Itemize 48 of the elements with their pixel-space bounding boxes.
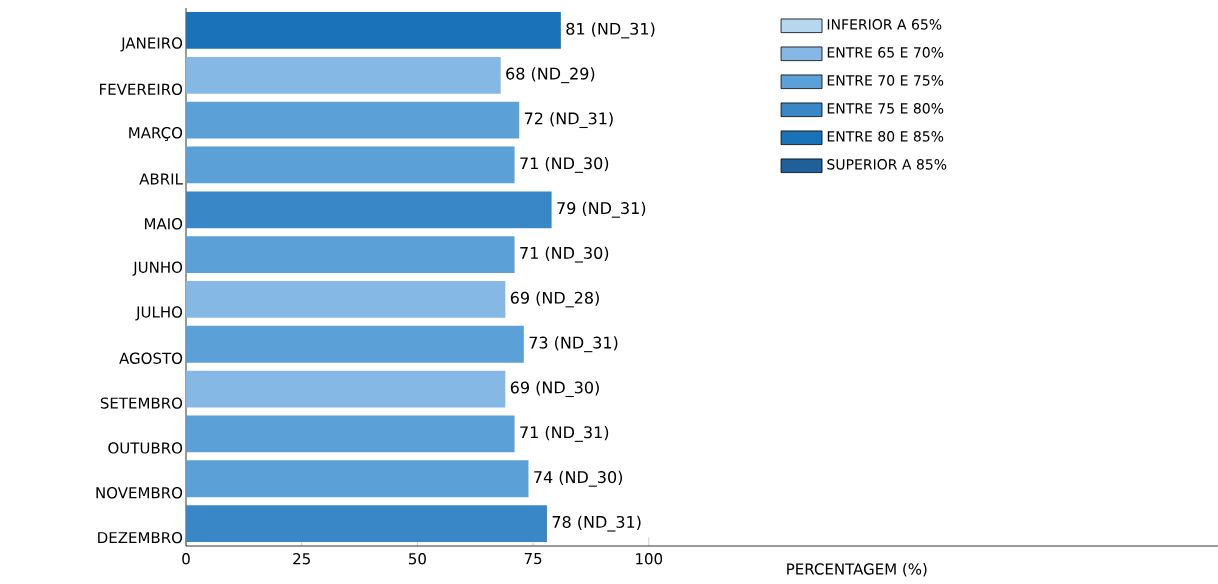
bar bbox=[186, 281, 506, 318]
data-label: 81 (ND_31) bbox=[566, 22, 655, 39]
data-label: 73 (ND_31) bbox=[529, 336, 618, 353]
data-label: 69 (ND_30) bbox=[510, 381, 599, 398]
y-tick-label: JULHO bbox=[135, 306, 183, 321]
data-label: 68 (ND_29) bbox=[506, 67, 595, 84]
data-label: 69 (ND_28) bbox=[510, 291, 599, 308]
x-tick-label: 100 bbox=[636, 553, 663, 565]
x-axis-title: PERCENTAGEM (%) bbox=[787, 563, 927, 577]
legend-label: ENTRE 80 E 85% bbox=[827, 131, 944, 142]
y-tick-label: JANEIRO bbox=[120, 37, 183, 52]
data-label: 74 (ND_30) bbox=[534, 470, 623, 487]
data-label: 78 (ND_31) bbox=[552, 515, 641, 532]
bar bbox=[186, 505, 547, 542]
y-tick-label: ABRIL bbox=[139, 173, 183, 185]
bar bbox=[186, 415, 515, 453]
data-label: 72 (ND_31) bbox=[524, 112, 613, 129]
data-label: 71 (ND_30) bbox=[520, 156, 609, 173]
legend-label: INFERIOR A 65% bbox=[827, 19, 942, 30]
legend-label: ENTRE 65 E 70% bbox=[827, 47, 944, 58]
data-label: 71 (ND_31) bbox=[520, 425, 609, 442]
y-tick-label: NOVEMBRO bbox=[96, 487, 183, 499]
bar bbox=[186, 101, 520, 139]
y-tick-label: MAIO bbox=[144, 218, 183, 230]
y-tick-label: SETEMBRO bbox=[100, 397, 183, 409]
y-tick-label: JUNHO bbox=[132, 261, 183, 276]
x-tick-label: 0 bbox=[182, 553, 190, 565]
bar bbox=[186, 56, 501, 94]
bar bbox=[186, 191, 552, 229]
bar bbox=[186, 236, 515, 273]
y-tick-label: AGOSTO bbox=[119, 352, 183, 364]
legend-label: ENTRE 70 E 75% bbox=[827, 75, 944, 86]
y-tick-label: FEVEREIRO bbox=[100, 83, 183, 95]
bar bbox=[186, 12, 561, 49]
y-tick-label: OUTUBRO bbox=[108, 442, 183, 454]
y-tick-label: DEZEMBRO bbox=[98, 531, 183, 544]
x-tick-label: 50 bbox=[409, 553, 426, 565]
bar bbox=[186, 370, 506, 408]
bar bbox=[186, 146, 515, 184]
legend-label: SUPERIOR A 85% bbox=[827, 159, 947, 170]
bar bbox=[186, 460, 529, 498]
y-tick-label: MARÇO bbox=[129, 127, 183, 142]
data-label: 71 (ND_30) bbox=[520, 246, 609, 263]
x-tick-label: 25 bbox=[293, 553, 310, 565]
x-tick-label: 75 bbox=[524, 553, 542, 565]
data-label: 79 (ND_31) bbox=[557, 201, 646, 218]
bar bbox=[186, 325, 524, 363]
legend-label: ENTRE 75 E 80% bbox=[827, 103, 944, 114]
